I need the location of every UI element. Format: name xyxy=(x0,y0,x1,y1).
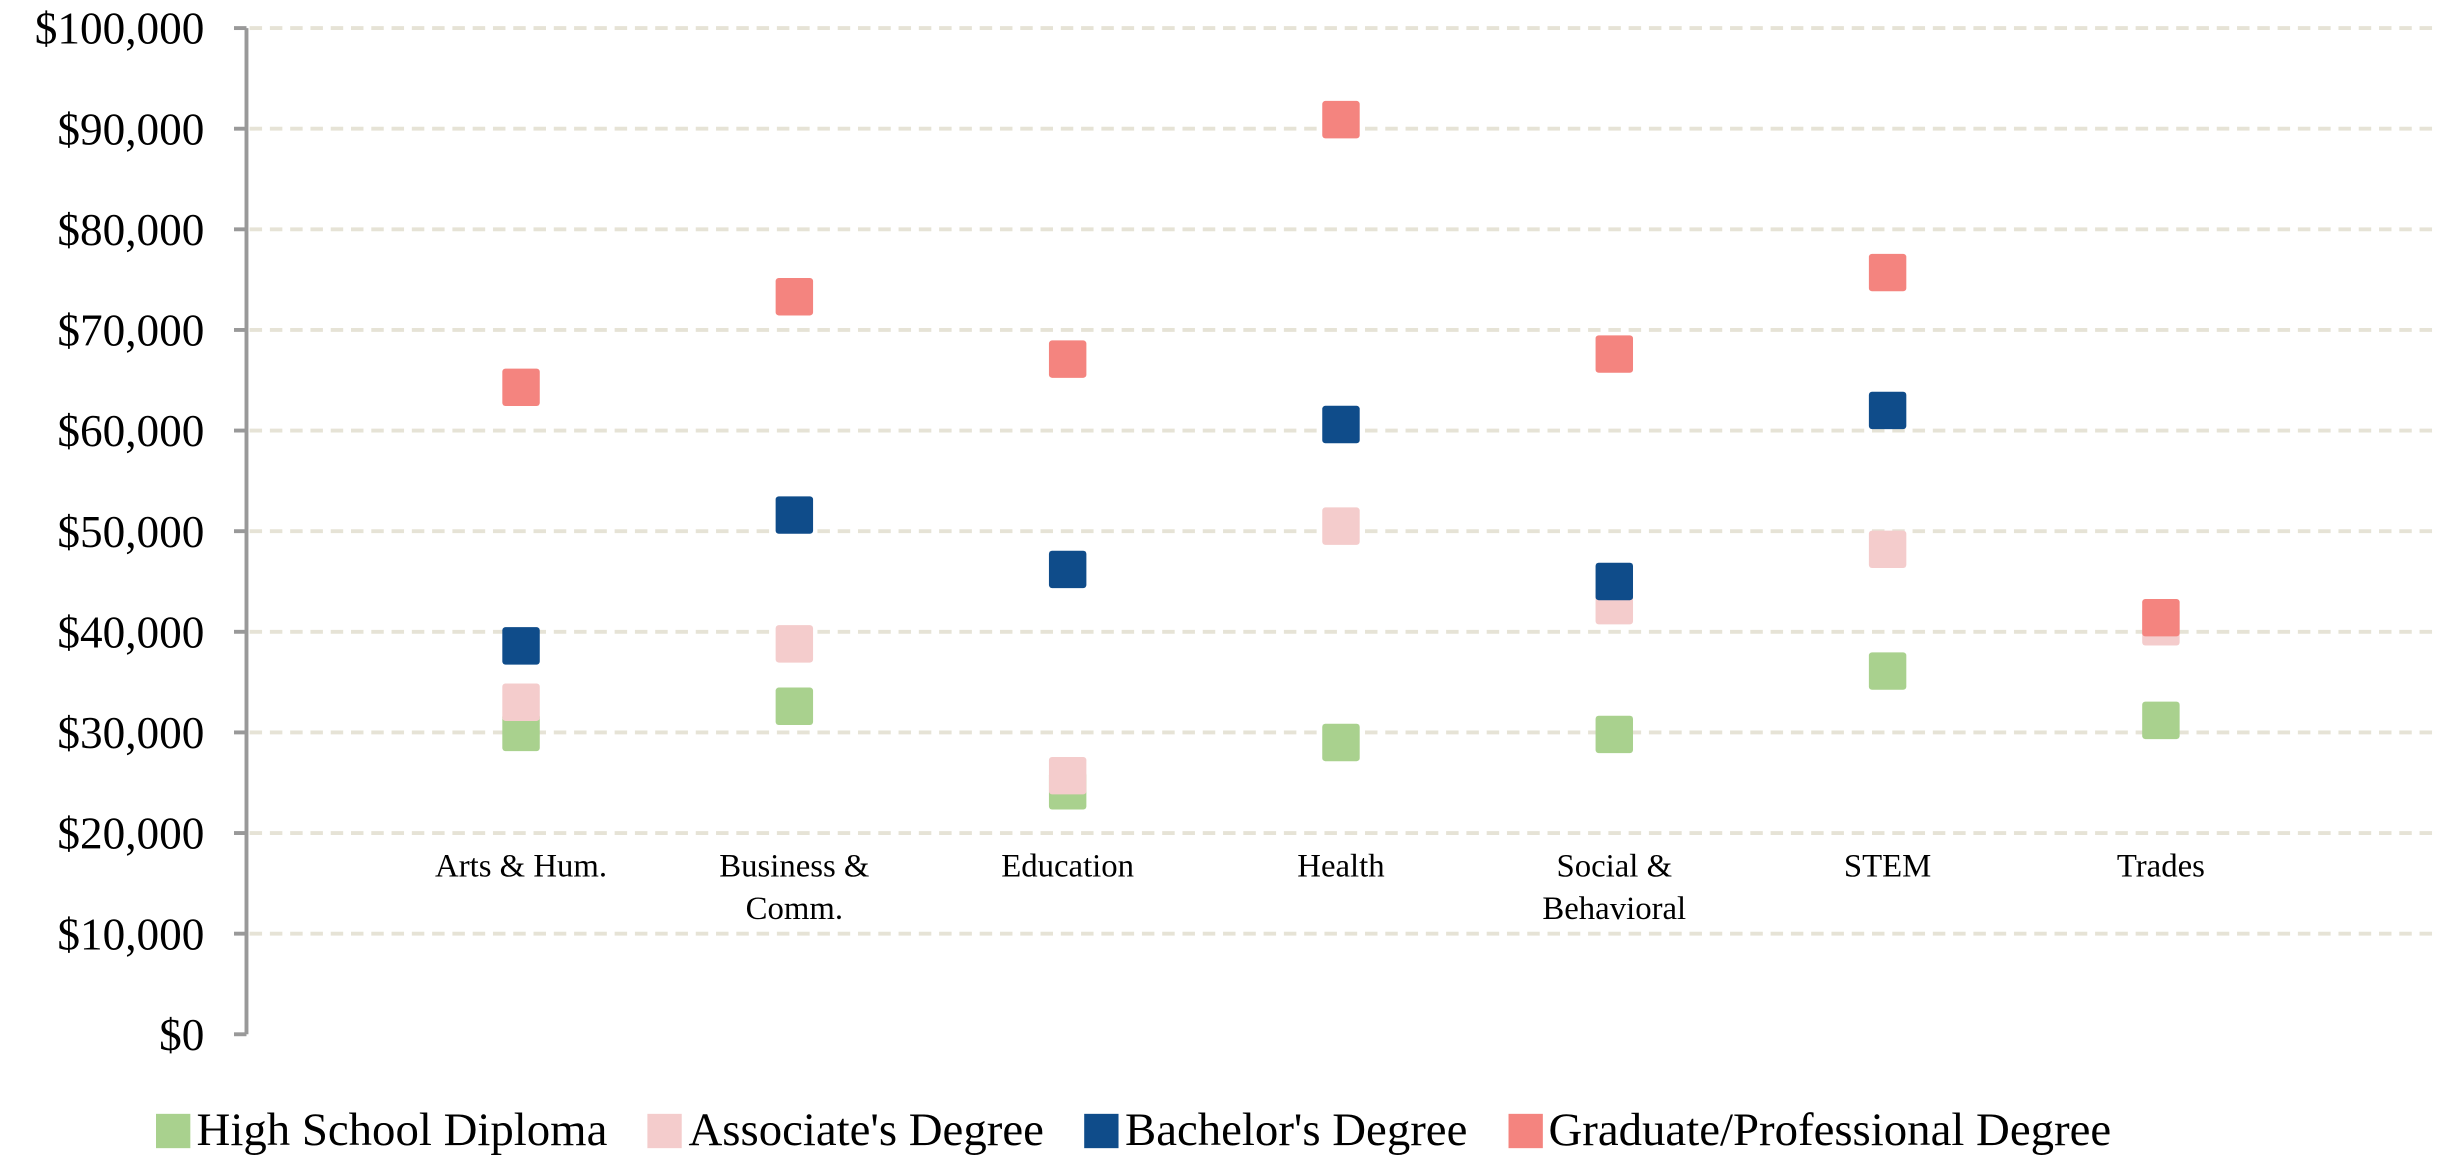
y-tick-label: $100,000 xyxy=(35,4,205,54)
marker xyxy=(2142,598,2180,637)
marker xyxy=(1322,100,1360,139)
y-tick-label: $60,000 xyxy=(57,406,204,456)
marker xyxy=(502,368,540,407)
x-tick-label: Social & Behavioral xyxy=(1542,847,1687,927)
marker xyxy=(502,713,540,752)
legend-swatch xyxy=(1507,1113,1543,1149)
x-tick-label: Education xyxy=(1001,847,1135,885)
y-tick-label: $80,000 xyxy=(57,205,204,255)
marker xyxy=(1868,530,1907,569)
legend-label: Associate's Degree xyxy=(688,1104,1044,1156)
legend-swatch xyxy=(647,1113,683,1149)
legend-item: Bachelor's Degree xyxy=(1084,1104,1467,1157)
y-tick-label: $20,000 xyxy=(57,809,204,859)
legend-swatch xyxy=(1084,1113,1119,1149)
y-tick-label: $40,000 xyxy=(57,607,204,657)
marker xyxy=(1868,391,1907,430)
marker xyxy=(1595,562,1634,601)
marker xyxy=(775,496,814,534)
marker xyxy=(1322,723,1360,762)
y-tick-label: $0 xyxy=(159,1010,204,1060)
marker xyxy=(1048,550,1087,589)
x-tick-label: Business & Comm. xyxy=(719,847,870,927)
marker xyxy=(1322,405,1360,444)
marker xyxy=(1595,335,1634,373)
y-tick-label: $10,000 xyxy=(57,909,204,959)
legend-item: High School Diploma xyxy=(156,1104,607,1157)
marker xyxy=(1868,253,1907,292)
legend: High School Diploma Associate's Degree Bac… xyxy=(156,1104,2152,1157)
marker xyxy=(775,278,814,316)
legend-label: Bachelor's Degree xyxy=(1124,1104,1468,1156)
x-tick-label: Health xyxy=(1297,847,1385,885)
marker xyxy=(1048,756,1087,795)
marker xyxy=(1048,340,1087,378)
legend-item: Graduate/Professional Degree xyxy=(1507,1104,2112,1157)
y-tick-label: $70,000 xyxy=(57,306,204,356)
legend-label: High School Diploma xyxy=(196,1104,608,1156)
x-tick-label: STEM xyxy=(1843,847,1932,885)
marker xyxy=(1595,715,1634,754)
marker xyxy=(1322,507,1360,545)
y-tick-label: $50,000 xyxy=(57,507,204,557)
marker xyxy=(775,625,814,663)
legend-label: Graduate/Professional Degree xyxy=(1548,1104,2112,1156)
marker xyxy=(502,683,540,721)
marker xyxy=(1868,652,1907,690)
marker xyxy=(502,627,540,665)
marker xyxy=(775,687,814,725)
x-tick-label: Trades xyxy=(2116,847,2205,885)
legend-item: Associate's Degree xyxy=(647,1104,1044,1157)
x-tick-label: Arts & Hum. xyxy=(435,847,608,885)
y-tick-label: $90,000 xyxy=(57,104,204,154)
legend-swatch xyxy=(156,1113,191,1149)
marker xyxy=(2142,701,2180,740)
y-tick-label: $30,000 xyxy=(57,708,204,758)
